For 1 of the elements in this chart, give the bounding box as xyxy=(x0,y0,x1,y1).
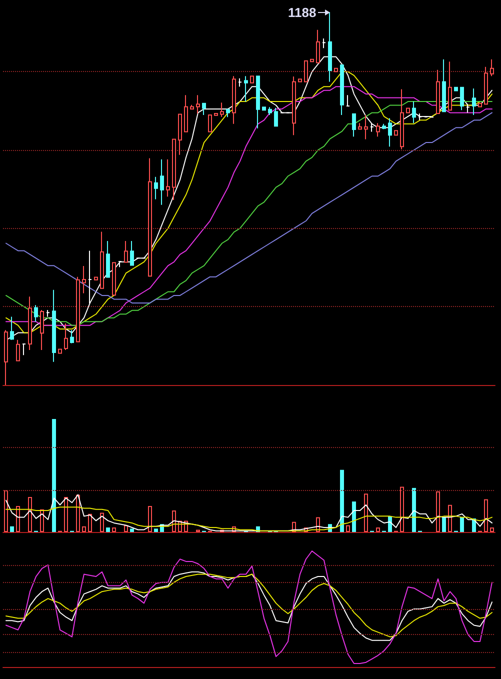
annotation: 1188 xyxy=(288,4,316,20)
